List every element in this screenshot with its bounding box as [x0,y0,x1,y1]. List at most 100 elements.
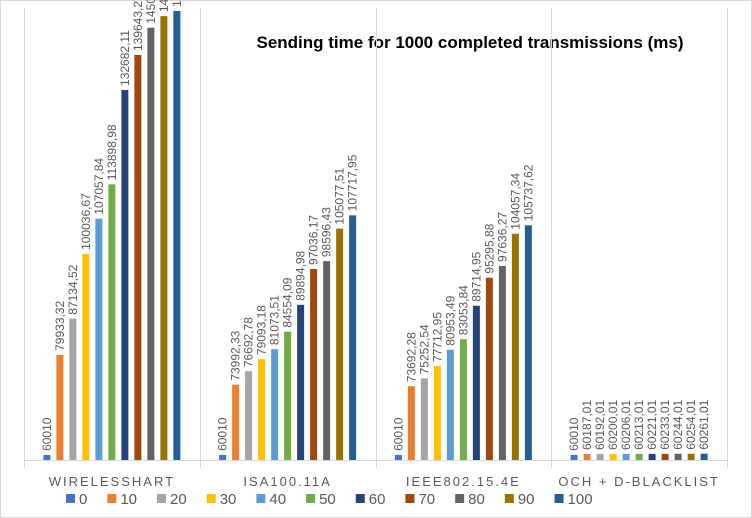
data-label: 75252,54 [417,324,431,374]
data-label: 113898,98 [105,124,119,180]
data-label: 60187,01 [580,400,594,450]
data-label: 139643,27 [131,0,145,51]
bar [297,304,305,460]
legend-label: 50 [319,491,336,508]
bar [524,225,532,460]
legend-label: 10 [120,491,137,508]
data-label: 132682,11 [118,30,132,86]
bar [583,454,591,460]
legend-swatch [405,494,415,503]
bar [323,261,331,460]
data-label: 80953,49 [443,295,457,345]
bar [674,453,682,460]
bar [511,233,519,460]
bar [687,453,695,460]
bar [173,10,181,460]
bar [648,453,656,460]
legend-label: 20 [170,491,187,508]
data-label: 60010 [216,417,230,451]
data-label: 97636,27 [495,212,509,262]
legend-swatch [504,494,514,503]
legend-swatch [355,494,365,503]
bar [134,55,142,461]
bar [56,354,64,460]
bar [95,218,103,460]
legend-swatch [206,494,216,503]
data-label: 81073,51 [268,295,282,345]
legend-swatch [554,494,564,503]
data-label: 60206,01 [619,400,633,450]
bar [258,359,266,460]
data-label: 100036,67 [79,193,93,250]
bar [420,378,428,460]
chart-title: Sending time for 1000 completed transmis… [256,33,683,52]
bar [394,454,402,460]
data-label: 60261,01 [697,399,711,449]
data-label: 73992,33 [229,330,243,380]
data-label: 60010 [40,417,54,451]
bar [69,318,77,460]
data-label: 87134,52 [66,264,80,314]
bar [121,89,129,460]
bar [570,454,578,460]
bar [82,253,90,460]
legend-label: 80 [468,491,485,508]
data-label: 79093,18 [255,305,269,355]
data-label: 98596,43 [320,207,334,257]
data-label: 95295,88 [482,223,496,273]
legend-label: 90 [518,491,535,508]
data-label: 148416,78 [170,0,184,7]
legend-label: 60 [369,491,386,508]
data-label: 104057,34 [508,173,522,230]
data-label: 77712,95 [430,312,444,362]
bar [108,184,116,460]
data-label: 76692,78 [242,317,256,367]
legend-swatch [107,494,117,503]
bar [349,215,357,460]
x-tick-label: ISA100.11A [243,474,331,489]
bar [661,453,669,460]
data-label: 60010 [391,417,405,451]
data-label: 97036,17 [307,215,321,265]
legend-swatch [66,494,75,503]
bar [271,349,279,460]
legend-label: 70 [418,491,435,508]
data-label: 60200,01 [606,400,620,450]
legend-swatch [306,494,316,503]
bar [472,305,480,460]
bar [43,454,51,460]
bar [219,454,227,460]
bar [485,277,493,460]
data-label: 79933,32 [53,300,67,350]
bar [446,349,454,460]
legend-label: 100 [568,491,593,508]
legend-swatch [157,494,167,503]
x-tick-label: IEEE802.15.4E [406,474,521,489]
data-label: 60010 [567,417,581,451]
data-label: 84554,09 [281,277,295,327]
bar [700,453,708,460]
bar [284,331,292,460]
bar [407,386,415,460]
data-label: 145083,74 [144,0,158,24]
data-label: 60254,01 [684,399,698,449]
data-label: 83053,84 [456,285,470,335]
bar [609,453,617,460]
data-label: 89894,98 [294,250,308,300]
data-label: 89714,95 [469,251,483,301]
bar [160,16,168,460]
bar [498,265,506,460]
bar [459,339,467,460]
data-label: 60221,01 [645,399,659,449]
data-label: 60213,01 [632,400,646,450]
bar [232,384,240,460]
bar [635,453,643,460]
bar [596,454,604,460]
legend-swatch [256,494,266,503]
data-label: 60192,01 [593,400,607,450]
bar [245,371,253,460]
data-label: 105077,51 [333,168,347,225]
bar [147,27,155,460]
